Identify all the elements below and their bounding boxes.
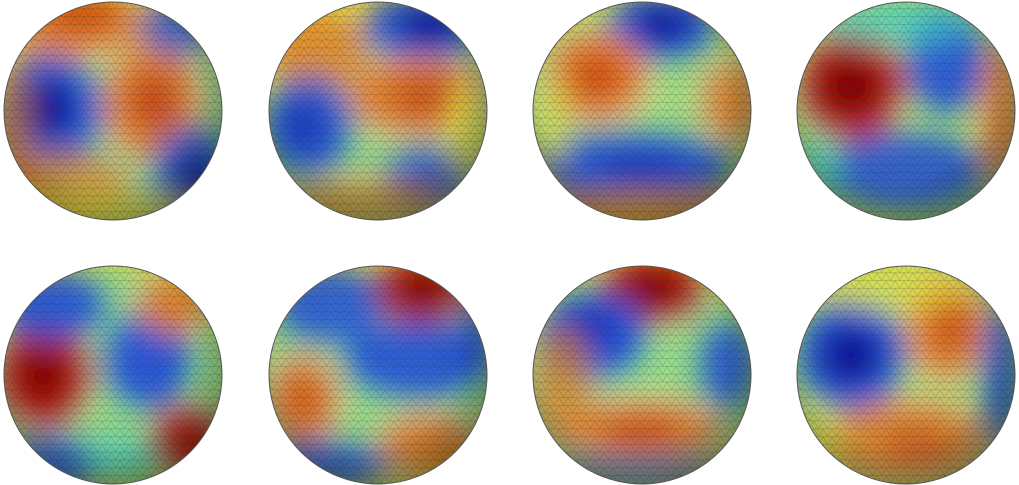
sphere-surface	[532, 1, 752, 221]
sphere-row1-col2	[268, 1, 488, 221]
sphere-surface	[796, 265, 1016, 485]
sphere-row1-col1	[3, 1, 223, 221]
sphere-row2-col4	[796, 265, 1016, 485]
sphere-surface	[3, 265, 223, 485]
sphere-row2-col2	[268, 265, 488, 485]
sphere-row1-col4	[796, 1, 1016, 221]
sphere-row2-col3	[532, 265, 752, 485]
sphere-surface	[268, 265, 488, 485]
sphere-surface	[532, 265, 752, 485]
sphere-surface	[268, 1, 488, 221]
sphere-surface	[3, 1, 223, 221]
sphere-row2-col1	[3, 265, 223, 485]
sphere-row1-col3	[532, 1, 752, 221]
sphere-surface	[796, 1, 1016, 221]
